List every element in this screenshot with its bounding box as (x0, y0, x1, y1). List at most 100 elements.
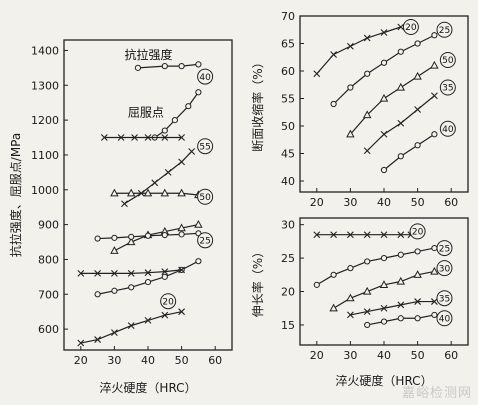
y-tick-label: 1200 (31, 114, 59, 127)
data-point (94, 336, 101, 343)
series-label: 40 (436, 310, 453, 327)
data-point (380, 231, 388, 239)
data-point (127, 322, 135, 330)
y-tick-label: 70 (281, 10, 295, 23)
data-point (313, 281, 320, 288)
series-55 (121, 148, 196, 208)
data-point (396, 82, 406, 91)
data-point (413, 71, 422, 80)
series-40 (380, 131, 438, 174)
series-label: 50 (439, 52, 456, 68)
series-label-text: 40 (439, 314, 451, 324)
data-point (431, 131, 438, 138)
series-label: 30 (436, 260, 453, 277)
x-tick-label: 60 (444, 349, 458, 362)
data-point (164, 168, 172, 176)
series-label-text: 25 (199, 236, 210, 246)
series-label: 20 (402, 19, 419, 35)
series-35 (363, 92, 438, 155)
data-point (346, 129, 355, 138)
x-tick-label: 20 (310, 196, 324, 209)
data-point (379, 280, 389, 288)
y-tick-label: 65 (281, 38, 295, 51)
series-label-circle (197, 188, 214, 205)
data-point (397, 301, 405, 309)
data-point (144, 317, 152, 324)
x-tick-label: 60 (208, 354, 222, 367)
x-tick-label: 40 (377, 349, 391, 362)
strength-chart: 20 30 40 50 60 600 700 800 900 1000 1100 1200 1300 14… (8, 39, 233, 395)
series-label-text: 40 (442, 125, 454, 135)
series-label-circle (436, 310, 453, 327)
y-tick-label: 700 (38, 288, 59, 301)
data-point (380, 304, 388, 312)
data-point (151, 179, 159, 187)
data-point (110, 188, 119, 197)
data-point (380, 130, 388, 138)
series-line (383, 133, 435, 171)
y-axis-title: 抗拉强度、屈服点/MPa (8, 133, 23, 257)
x-tick-label: 30 (107, 354, 121, 367)
series-label-circle (436, 240, 453, 257)
data-point (380, 29, 388, 36)
data-point (161, 268, 169, 276)
data-point (414, 248, 421, 255)
y-tick-label: 20 (281, 286, 295, 299)
y-axis-title: 伸长率（%） (250, 246, 265, 317)
data-point (380, 255, 388, 262)
data-point (77, 339, 85, 347)
series-label-circle (197, 68, 214, 85)
data-point (188, 148, 196, 155)
data-point (161, 127, 168, 134)
series-label-circle (436, 260, 453, 277)
data-point (363, 308, 371, 315)
data-point (77, 269, 85, 277)
series-label-text: 40 (199, 73, 211, 83)
data-point (364, 258, 371, 265)
data-point (313, 70, 321, 78)
data-point (178, 134, 185, 141)
series-label-circle (439, 79, 456, 96)
series-35 (347, 298, 438, 319)
elongation-chart: 20 30 40 50 60 15 20 25 30 淬火硬度（HRC） 伸长率（%） 20 25 30 3… (250, 217, 469, 388)
series-line (137, 63, 199, 69)
data-point (178, 158, 185, 166)
series-25 (313, 244, 438, 288)
data-point (94, 235, 101, 242)
data-point (414, 315, 421, 322)
data-point (347, 231, 354, 239)
data-point (100, 134, 108, 141)
data-point (414, 106, 421, 113)
data-point (111, 329, 118, 336)
data-point (364, 70, 371, 77)
data-point (111, 269, 118, 277)
series-label: 20 (160, 293, 177, 310)
series-label-text: 35 (439, 294, 450, 304)
series-40 (134, 61, 202, 71)
series-label-text: 25 (439, 244, 450, 254)
y-tick-label: 800 (38, 253, 59, 266)
y-axis-title: 断面收缩率（%） (250, 56, 265, 151)
data-point (126, 237, 136, 246)
y-tick-label: 15 (281, 319, 295, 332)
series-line (316, 26, 401, 75)
data-point (161, 231, 168, 239)
data-point (347, 311, 354, 319)
x-tick-label: 60 (444, 196, 458, 209)
data-point (143, 188, 153, 197)
data-point (185, 103, 192, 110)
data-point (194, 219, 203, 228)
x-axis-title: 淬火硬度（HRC） (99, 380, 196, 395)
data-point (94, 269, 101, 277)
annotation: 抗拉强度 (124, 47, 172, 62)
series-label-text: 30 (439, 264, 451, 274)
data-point (144, 232, 152, 239)
series-label-circle (197, 138, 214, 155)
series-line (114, 192, 199, 196)
series-55 (100, 134, 185, 141)
data-point (126, 188, 136, 197)
data-point (330, 100, 337, 108)
x-tick-label: 30 (343, 196, 357, 209)
data-point (397, 251, 404, 258)
data-point (330, 271, 337, 278)
